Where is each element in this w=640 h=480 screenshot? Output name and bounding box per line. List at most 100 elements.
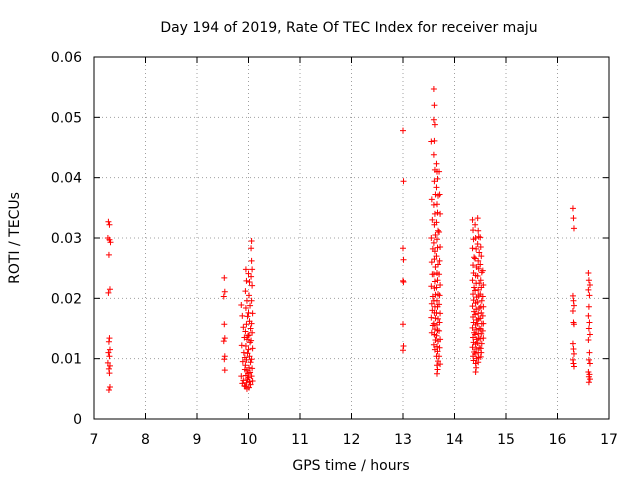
data-point	[245, 346, 252, 353]
data-point	[434, 209, 441, 216]
x-tick-label: 15	[497, 432, 515, 448]
data-point	[472, 255, 479, 262]
data-point	[106, 353, 113, 360]
data-point	[570, 346, 577, 353]
data-point	[434, 348, 441, 355]
data-point	[586, 331, 593, 338]
data-point	[432, 336, 439, 343]
data-point	[241, 382, 248, 389]
y-tick-label: 0	[73, 412, 82, 428]
data-point	[221, 356, 228, 363]
data-point	[244, 350, 251, 357]
data-point	[472, 235, 479, 241]
data-point	[432, 231, 439, 238]
data-point	[436, 228, 443, 235]
data-point	[247, 302, 254, 309]
data-point	[470, 227, 477, 234]
plot-frame	[93, 56, 610, 420]
x-tick-label: 8	[141, 432, 150, 448]
data-point	[246, 353, 253, 360]
data-point	[434, 366, 441, 373]
data-point	[400, 277, 406, 284]
x-tick-label: 13	[394, 432, 412, 448]
data-point	[474, 273, 481, 280]
data-point	[569, 340, 576, 347]
data-point	[239, 312, 246, 319]
data-point	[471, 284, 478, 291]
data-point	[244, 332, 251, 339]
data-point	[245, 374, 252, 381]
data-point	[480, 303, 487, 310]
data-point	[475, 310, 482, 317]
data-point	[478, 253, 485, 260]
data-point	[585, 379, 592, 386]
data-point	[431, 137, 438, 144]
data-point	[107, 239, 114, 246]
data-point	[436, 271, 443, 278]
data-point	[431, 326, 438, 333]
data-point	[248, 297, 255, 304]
data-point	[435, 315, 442, 322]
data-point	[570, 321, 577, 328]
data-point	[586, 360, 593, 367]
data-point	[585, 286, 592, 293]
y-tick-label: 0.04	[51, 171, 82, 187]
data-point	[479, 293, 486, 300]
data-point	[241, 354, 248, 361]
data-point	[433, 343, 440, 350]
y-tick-labels: 0 0.01 0.02 0.03 0.04 0.05 0.06	[51, 50, 82, 428]
data-point	[434, 244, 441, 251]
data-point	[246, 279, 253, 286]
data-point	[249, 377, 256, 384]
data-point	[433, 160, 440, 167]
data-point	[400, 321, 406, 328]
data-point	[430, 341, 437, 348]
data-point	[247, 369, 254, 376]
data-point	[475, 286, 482, 293]
data-point	[105, 338, 112, 345]
data-point	[249, 345, 256, 352]
data-point	[242, 342, 249, 349]
data-point	[428, 283, 435, 290]
data-point	[247, 359, 254, 366]
data-point	[469, 344, 476, 351]
data-point	[480, 320, 487, 327]
y-tick-label: 0.01	[51, 352, 82, 368]
data-point	[585, 277, 592, 284]
data-point	[431, 178, 438, 185]
data-point	[469, 324, 476, 331]
data-point	[106, 384, 113, 391]
data-point	[475, 233, 482, 240]
data-point	[433, 284, 440, 291]
data-point	[477, 335, 484, 342]
data-point	[470, 297, 477, 304]
chart-title: Day 194 of 2019, Rate Of TEC Index for r…	[160, 20, 537, 36]
data-point	[471, 254, 478, 261]
data-point	[430, 85, 437, 92]
data-point	[238, 342, 245, 349]
data-point	[585, 312, 592, 319]
data-point	[585, 336, 592, 343]
data-point	[433, 236, 440, 243]
data-point	[242, 266, 249, 273]
y-tick-label: 0.03	[51, 231, 82, 247]
data-point	[472, 350, 479, 357]
data-point	[221, 321, 228, 328]
y-tick-label: 0.02	[51, 291, 82, 307]
data-point	[400, 127, 406, 134]
data-point	[570, 350, 577, 357]
data-point	[569, 356, 576, 363]
data-point	[586, 292, 593, 299]
data-point	[475, 265, 482, 272]
data-point	[106, 346, 113, 353]
data-point	[428, 196, 435, 203]
data-point	[435, 227, 442, 234]
data-point	[433, 201, 440, 208]
data-point	[436, 353, 443, 360]
data-point	[570, 215, 577, 222]
data-point	[249, 365, 256, 372]
data-point	[246, 364, 253, 371]
data-point	[469, 277, 476, 284]
data-point	[436, 168, 443, 175]
